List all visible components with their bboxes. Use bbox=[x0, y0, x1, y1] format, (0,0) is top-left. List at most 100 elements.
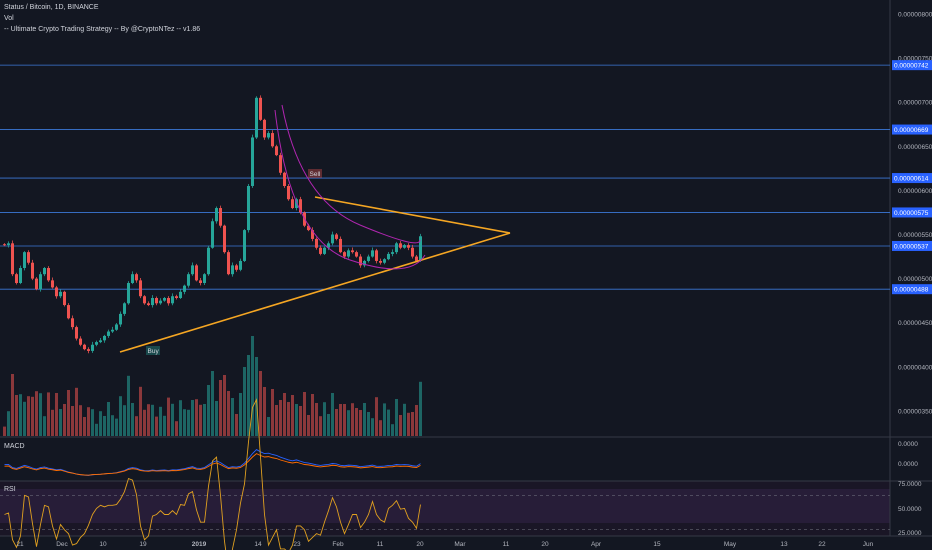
x-tick-label: 15 bbox=[653, 541, 661, 548]
level-tag bbox=[892, 60, 932, 71]
candle-body bbox=[119, 313, 122, 325]
candle-body bbox=[395, 243, 398, 253]
volume-bar bbox=[351, 403, 354, 436]
volume-bar bbox=[375, 397, 378, 436]
volume-bar bbox=[23, 401, 26, 436]
volume-bar bbox=[119, 396, 122, 436]
volume-bar bbox=[59, 409, 62, 436]
candle-body bbox=[239, 260, 242, 270]
candle-body bbox=[111, 329, 114, 332]
candle-body bbox=[63, 291, 66, 306]
volume-bar bbox=[347, 410, 350, 436]
volume-bar bbox=[207, 385, 210, 436]
x-tick-label: 22 bbox=[818, 541, 826, 548]
x-tick-label: 19 bbox=[139, 541, 147, 548]
candle-body bbox=[199, 280, 202, 284]
candle-body bbox=[247, 185, 250, 231]
candle-body bbox=[71, 318, 74, 328]
x-tick-label: 11 bbox=[377, 541, 384, 548]
volume-bar bbox=[195, 399, 198, 436]
volume-bar bbox=[155, 416, 158, 436]
volume-bar bbox=[327, 414, 330, 436]
candle-body bbox=[43, 268, 46, 275]
volume-bar bbox=[211, 371, 214, 436]
candle-body bbox=[363, 260, 366, 266]
candle-body bbox=[283, 172, 286, 186]
candle-body bbox=[243, 230, 246, 261]
candle-body bbox=[271, 133, 274, 147]
x-tick-label: 14 bbox=[254, 541, 262, 548]
arc-upper bbox=[281, 104, 421, 244]
volume-bar bbox=[251, 336, 254, 436]
volume-bar bbox=[319, 416, 322, 436]
volume-bar bbox=[359, 410, 362, 436]
volume-bar bbox=[107, 402, 110, 436]
candle-body bbox=[31, 262, 34, 279]
x-tick-label: 23 bbox=[293, 541, 301, 548]
candle-body bbox=[415, 256, 418, 261]
volume-bar bbox=[167, 397, 170, 436]
candle-body bbox=[259, 97, 262, 120]
volume-bar bbox=[75, 387, 78, 436]
level-tag bbox=[892, 240, 932, 251]
candle-body bbox=[55, 287, 58, 297]
candle-body bbox=[255, 97, 258, 138]
volume-bar bbox=[243, 367, 246, 436]
x-tick-label: 11 bbox=[503, 541, 510, 548]
volume-bar bbox=[163, 415, 166, 436]
volume-bar bbox=[323, 402, 326, 436]
volume-bar bbox=[287, 402, 290, 436]
volume-bar bbox=[3, 426, 6, 436]
volume-bar bbox=[355, 408, 358, 436]
volume-bar bbox=[171, 403, 174, 436]
candle-body bbox=[235, 265, 238, 270]
candle-body bbox=[219, 208, 222, 226]
candle-body bbox=[67, 305, 70, 319]
volume-bar bbox=[291, 395, 294, 436]
candle-body bbox=[391, 252, 394, 254]
candle-body bbox=[375, 250, 378, 261]
volume-bar bbox=[275, 405, 278, 436]
candle-body bbox=[147, 303, 150, 306]
candle-body bbox=[207, 247, 210, 275]
candle-body bbox=[411, 247, 414, 257]
x-tick-label: 2019 bbox=[192, 541, 207, 548]
x-tick-label: May bbox=[724, 541, 737, 548]
candle-body bbox=[103, 335, 106, 341]
candle-body bbox=[155, 298, 158, 304]
volume-bar bbox=[223, 375, 226, 436]
candle-body bbox=[127, 283, 130, 304]
y-tick-label: 0.00000800 bbox=[898, 12, 932, 19]
level-tag-label: 0.00000614 bbox=[894, 176, 929, 183]
candle-body bbox=[307, 225, 310, 231]
volume-bar bbox=[199, 404, 202, 436]
volume-bar bbox=[371, 418, 374, 436]
y-tick-label: 0.00000750 bbox=[898, 56, 932, 63]
candle-body bbox=[203, 274, 206, 284]
macd-y-tick: 0.0000 bbox=[898, 441, 918, 448]
volume-bar bbox=[187, 409, 190, 436]
candle-body bbox=[315, 238, 318, 248]
volume-bar bbox=[255, 357, 258, 436]
rsi-y-tick: 75.0000 bbox=[898, 481, 922, 488]
candle-body bbox=[171, 296, 174, 304]
volume-bar bbox=[311, 394, 314, 436]
candle-body bbox=[3, 244, 6, 246]
symbol-title: Status / Bitcoin, 1D, BINANCE bbox=[4, 4, 99, 11]
strategy-label: -- Ultimate Crypto Trading Strategy -- B… bbox=[4, 26, 201, 33]
candle-body bbox=[191, 265, 194, 275]
candle-body bbox=[159, 300, 162, 304]
level-tag-label: 0.00000669 bbox=[894, 127, 929, 134]
volume-bar bbox=[79, 405, 82, 436]
candle-body bbox=[151, 298, 154, 306]
x-tick-label: Dec bbox=[56, 541, 68, 548]
volume-bar bbox=[339, 404, 342, 436]
candle-body bbox=[319, 247, 322, 254]
signal-tag-bg bbox=[308, 169, 322, 178]
candle-body bbox=[371, 250, 374, 257]
candle-body bbox=[223, 225, 226, 253]
volume-bar bbox=[19, 394, 22, 436]
volume-bar bbox=[219, 380, 222, 436]
signal-tag-label: Buy bbox=[148, 348, 160, 355]
